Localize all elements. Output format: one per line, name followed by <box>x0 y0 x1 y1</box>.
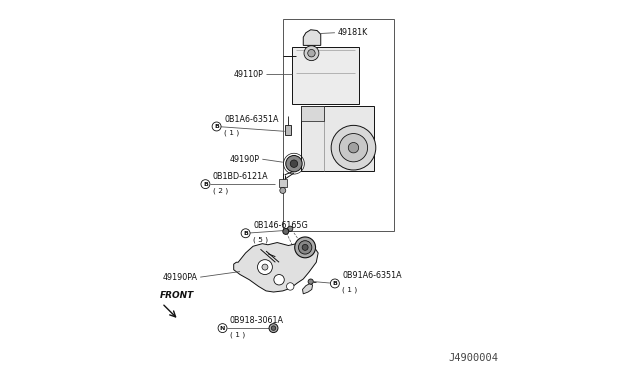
Bar <box>279 179 287 187</box>
Circle shape <box>287 283 294 290</box>
Text: 0B91A6-6351A: 0B91A6-6351A <box>342 272 402 280</box>
Circle shape <box>339 134 367 162</box>
Bar <box>301 106 324 121</box>
Text: ( 5 ): ( 5 ) <box>253 236 268 243</box>
Circle shape <box>331 125 376 170</box>
Circle shape <box>291 160 298 167</box>
Text: 0B146-6165G: 0B146-6165G <box>253 221 308 230</box>
Bar <box>285 125 291 135</box>
Text: 0B1BD-6121A: 0B1BD-6121A <box>213 172 269 181</box>
Circle shape <box>218 324 227 333</box>
Text: FRONT: FRONT <box>160 291 195 300</box>
Text: J4900004: J4900004 <box>449 353 499 363</box>
Circle shape <box>302 244 308 250</box>
Circle shape <box>308 279 314 284</box>
Circle shape <box>287 226 293 231</box>
Circle shape <box>274 275 284 285</box>
Circle shape <box>298 241 312 254</box>
Circle shape <box>294 237 316 258</box>
Text: ( 1 ): ( 1 ) <box>342 286 358 293</box>
Circle shape <box>241 229 250 238</box>
Text: ( 1 ): ( 1 ) <box>224 129 239 136</box>
Bar <box>283 19 394 231</box>
Polygon shape <box>234 243 318 292</box>
Text: 0B1A6-6351A: 0B1A6-6351A <box>224 115 278 124</box>
Circle shape <box>257 260 273 275</box>
Text: ( 2 ): ( 2 ) <box>213 187 228 193</box>
Circle shape <box>348 142 358 153</box>
Text: ( 1 ): ( 1 ) <box>230 331 245 337</box>
Circle shape <box>212 122 221 131</box>
Circle shape <box>283 228 289 234</box>
Text: N: N <box>220 326 225 331</box>
Text: B: B <box>214 124 219 129</box>
Text: 0B918-3061A: 0B918-3061A <box>230 316 284 325</box>
Text: 49190PA: 49190PA <box>163 273 197 282</box>
Circle shape <box>269 324 278 333</box>
Circle shape <box>201 180 210 189</box>
Circle shape <box>262 264 268 270</box>
Text: B: B <box>203 182 208 187</box>
Text: 49110P: 49110P <box>233 70 263 79</box>
Circle shape <box>308 49 315 57</box>
Circle shape <box>304 46 319 61</box>
Circle shape <box>330 279 339 288</box>
Circle shape <box>280 187 286 193</box>
Text: B: B <box>332 281 337 286</box>
Text: 49181K: 49181K <box>338 28 368 37</box>
Bar <box>301 106 374 171</box>
Text: B: B <box>243 231 248 236</box>
Bar <box>292 46 359 104</box>
Text: 49190P: 49190P <box>229 155 259 164</box>
Polygon shape <box>303 30 321 45</box>
Circle shape <box>286 155 302 172</box>
Circle shape <box>271 326 276 330</box>
Polygon shape <box>303 283 312 294</box>
